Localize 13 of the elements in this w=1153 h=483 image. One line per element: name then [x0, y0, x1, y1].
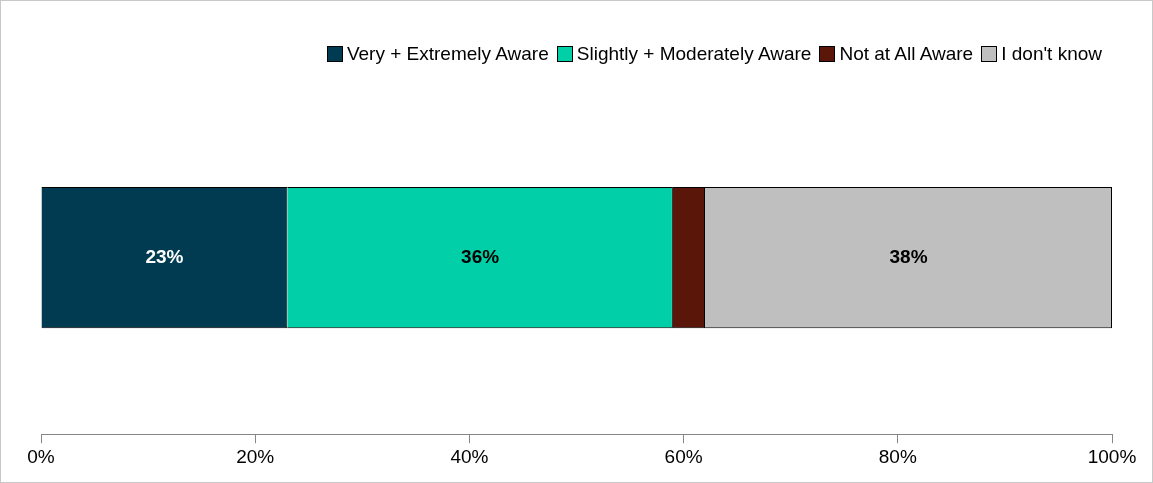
- legend-label: I don't know: [1001, 43, 1102, 65]
- x-tick-label: 20%: [236, 445, 275, 467]
- x-tick-label: 100%: [1087, 445, 1137, 467]
- data-label: 38%: [889, 245, 928, 267]
- data-label: 36%: [461, 245, 500, 267]
- x-tick-label: 60%: [664, 445, 703, 467]
- legend-label: Not at All Aware: [839, 43, 974, 65]
- x-tick-label: 40%: [450, 445, 489, 467]
- x-tick-label: 0%: [27, 445, 55, 467]
- x-tick-label: 80%: [878, 445, 917, 467]
- data-label: 23%: [145, 245, 184, 267]
- legend-label: Slightly + Moderately Aware: [576, 43, 812, 65]
- legend-label: Very + Extremely Aware: [346, 43, 549, 65]
